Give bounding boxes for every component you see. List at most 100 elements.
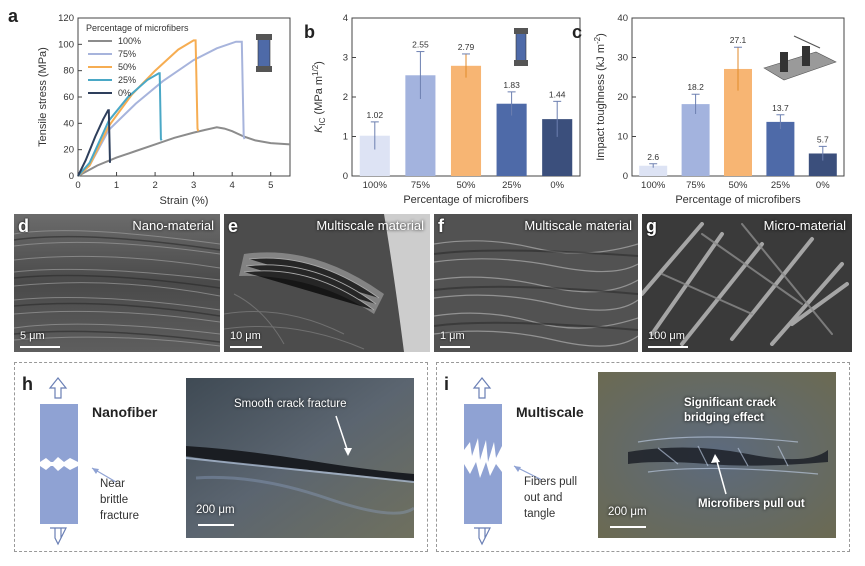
series-line-100% [77,126,291,177]
sem-scalebar-d [20,346,60,348]
y-tick-label-c: 30 [617,53,628,64]
specimen-body-b [515,31,527,63]
nanofiber-label: Nanofiber [92,404,158,420]
y-axis-label-a: Tensile stress (MPa) [37,47,49,147]
series-line-75% [77,40,246,177]
x-tick-label-a: 0 [75,180,80,191]
x-tick-label-b-1: 75% [411,180,431,191]
panel-label-i: i [444,374,450,394]
y-tick-label-c: 10 [617,132,628,143]
legend-label-75%: 75% [118,49,136,59]
sem-scalebar-e [230,346,262,348]
x-tick-label-b-3: 25% [502,180,522,191]
legend-label-100%: 100% [118,36,141,46]
y-tick-label-b: 2 [343,92,348,103]
y-tick-label-a: 40 [63,118,74,129]
bar-c-1 [681,104,710,176]
bar-value-label-c-0: 2.6 [647,152,659,162]
brittle-note-line3: fracture [100,510,139,522]
grip-top-b [514,28,528,34]
legend-label-25%: 25% [118,75,136,85]
y-tick-label-c: 20 [617,92,628,103]
panel-i-box [436,362,850,552]
bar-value-label-b-3: 1.83 [503,80,520,90]
brittle-note-line2: brittle [100,494,129,506]
bar-value-label-b-1: 2.55 [412,40,429,50]
x-tick-label-c-0: 100% [641,180,666,191]
x-tick-label-b-2: 50% [456,180,476,191]
tester-pendulum [793,35,821,49]
x-tick-label-b-0: 100% [363,180,388,191]
bridging-label-line2: bridging effect [684,412,764,424]
photo-i-pointer [711,454,727,495]
photo-h-texture [186,378,414,538]
panel-h-box [14,362,428,552]
pullout-note-line3: tangle [524,508,556,520]
pullout-label: Microfibers pull out [698,498,805,510]
specimen-top [40,404,78,462]
photo-i-scale: 200 μm [608,506,647,518]
fracture-gap-lower [40,465,78,471]
x-tick-label-c-2: 50% [728,180,748,191]
sem-scale-e: 10 μm [230,330,261,342]
y-tick-label-a: 20 [63,145,74,156]
pointer-arrow-h [92,468,99,474]
specimen-icon-b [514,28,528,66]
series-line-25% [77,72,163,177]
fracture-gap [40,457,78,466]
legend-title-a: Percentage of microfibers [86,23,189,33]
sem-scalebar-g [648,346,688,348]
arrow-down-icon-i [474,527,491,546]
x-tick-label-a: 5 [268,180,273,191]
y-tick-label-b: 4 [343,13,348,24]
x-axis-label-b: Percentage of microfibers [403,194,529,206]
bridging-label: Significant crack bridging effect [684,396,776,426]
y-tick-label-b: 0 [343,171,348,182]
specimen-body-a [257,37,271,69]
bar-value-label-b-2: 2.79 [458,42,475,52]
bar-c-0 [639,165,668,176]
pullout-note-line2: out and [524,492,563,504]
y-tick-label-b: 1 [343,132,348,143]
tester-base [763,51,837,81]
series-line-0% [77,109,111,177]
panel-label-c: c [572,22,583,42]
x-tick-label-b-4: 0% [550,180,564,191]
photo-h: Smooth crack fracture 200 μm [186,378,414,538]
photo-h-scalebar [198,524,234,526]
tester-block-2 [802,46,810,66]
x-tick-label-c-3: 25% [771,180,791,191]
specimen-bottom [40,466,78,524]
grip-bottom-a [256,66,272,72]
pullout-note-line1: Fibers pull [524,476,578,488]
arrow-up-icon-i [472,377,492,399]
bridging-label-line1: Significant crack [684,397,777,409]
sem-scale-g: 100 μm [648,330,685,342]
x-tick-label-a: 1 [114,180,119,191]
sem-title-d: Nano-material [132,218,214,233]
sem-image-f: f Multiscale material 1 μm [434,214,638,352]
specimen-icon-a [256,34,272,72]
pullout-note: Fibers pull out and tangle [524,474,577,522]
sem-letter-g: g [646,216,657,236]
legend-label-50%: 50% [118,62,136,72]
bar-c-3 [766,121,795,176]
x-tick-label-a: 3 [191,180,196,191]
arrow-up-icon [48,377,68,399]
bar-value-label-b-4: 1.44 [549,89,566,99]
bar-b-3 [496,103,527,176]
smooth-crack-label: Smooth crack fracture [234,398,347,410]
x-axis-label-c: Percentage of microfibers [675,194,801,206]
y-axis-label-c: Impact toughness (kJ m-2) [593,33,607,161]
sem-texture-e [224,214,430,352]
sem-texture-g [642,214,852,352]
sem-letter-f: f [438,216,444,236]
sem-title-g: Micro-material [763,218,846,233]
y-axis-label-b: KIC (MPa m1/2) [311,61,327,133]
arrow-down-icon [50,527,67,546]
sem-image-d: d Nano-material 5 μm [14,214,220,352]
sem-title-f: Multiscale material [524,218,632,233]
x-tick-label-c-4: 0% [816,180,830,191]
tester-block-1 [780,52,788,72]
sem-texture-d [14,214,220,352]
